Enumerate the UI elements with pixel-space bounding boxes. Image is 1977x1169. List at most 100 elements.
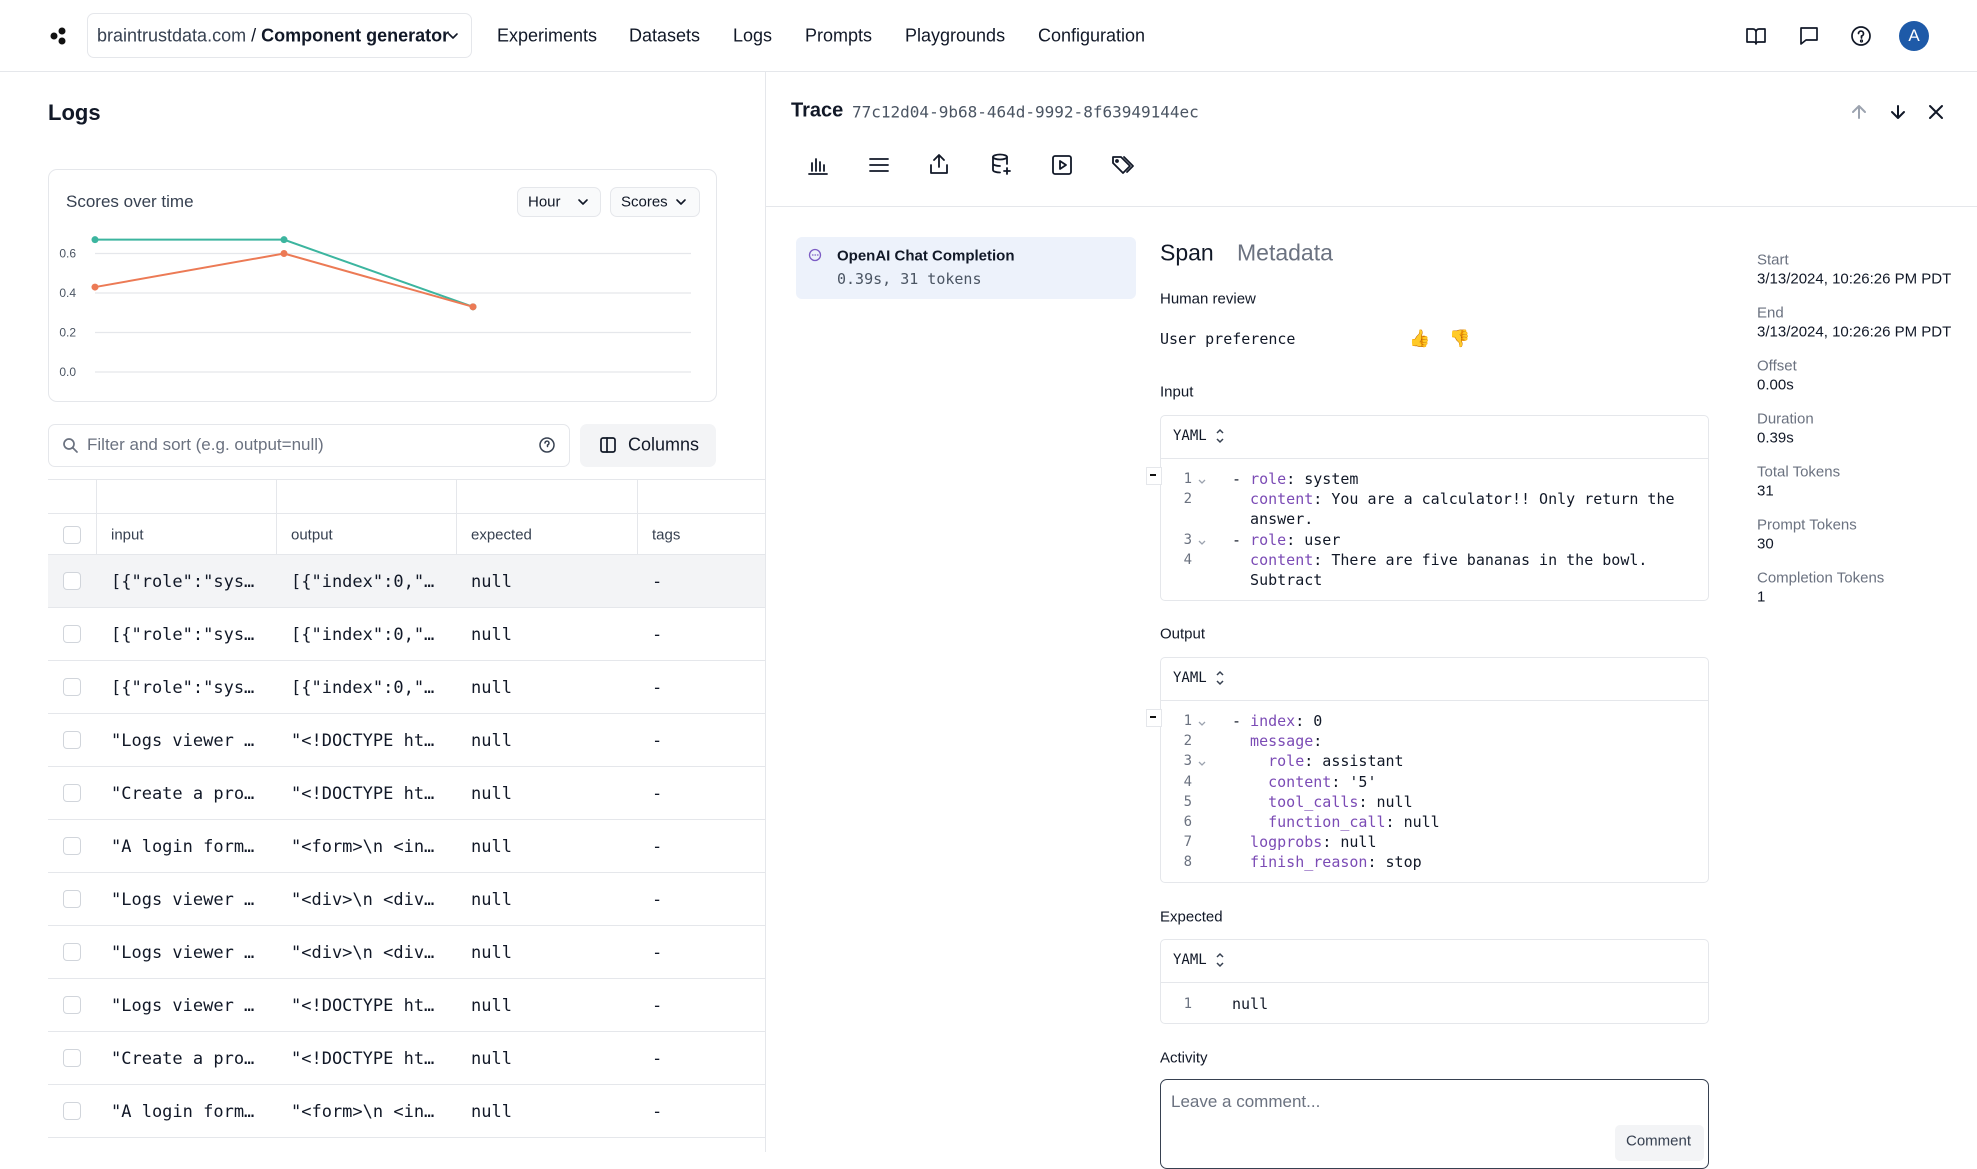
point (469, 303, 477, 311)
columns-button[interactable] (580, 424, 716, 467)
close-button[interactable] (1926, 102, 1946, 122)
code-divider (1160, 458, 1709, 459)
metric-select[interactable] (610, 187, 700, 217)
table-cell: - (652, 784, 663, 804)
line-number: 5 (1183, 793, 1192, 810)
help-icon[interactable] (1850, 25, 1872, 47)
collapse-button[interactable] (1146, 709, 1162, 727)
interval-select[interactable] (517, 187, 601, 217)
checkbox[interactable] (63, 1049, 81, 1067)
y-tick-label: 0.0 (59, 365, 76, 379)
code-value: : stop (1367, 853, 1422, 872)
nav-item[interactable]: Experiments (497, 25, 598, 46)
divider (765, 72, 766, 1152)
column-header: tags (652, 526, 681, 544)
checkbox[interactable] (63, 678, 81, 696)
section-title: Input (1160, 383, 1194, 401)
chart-tool[interactable] (807, 154, 829, 176)
checkbox[interactable] (63, 526, 81, 544)
code-value: : user (1286, 530, 1341, 549)
next-button[interactable] (1888, 102, 1908, 122)
meta-value: 0.00s (1757, 376, 1794, 394)
checkbox[interactable] (63, 890, 81, 908)
span-tab[interactable]: Span (1160, 239, 1214, 266)
chat-icon[interactable] (1798, 25, 1820, 47)
point (280, 236, 288, 244)
table-row[interactable] (48, 661, 765, 714)
format-arrows[interactable] (1214, 669, 1226, 692)
code-key: content (1232, 772, 1332, 791)
format-select[interactable]: YAML (1173, 952, 1207, 968)
meta-label: Duration (1757, 410, 1814, 428)
section-title: Output (1160, 625, 1206, 643)
thumbs-up[interactable]: 👍 (1409, 329, 1431, 348)
nav-item[interactable]: Playgrounds (905, 25, 1006, 46)
nav-item[interactable]: Datasets (629, 25, 701, 46)
share-tool[interactable] (928, 153, 950, 175)
table-cell: "Logs viewer … (111, 731, 255, 751)
filter-input[interactable] (48, 424, 570, 467)
code-value: answer. (1232, 510, 1314, 529)
code-value: : 0 (1295, 712, 1323, 730)
format-select[interactable]: YAML (1173, 670, 1207, 686)
table-row[interactable] (48, 608, 765, 661)
code-line: tool_calls: null (1232, 793, 1413, 811)
table-row[interactable] (48, 926, 765, 979)
meta-label: Completion Tokens (1757, 569, 1885, 587)
table-cell: - (652, 572, 663, 592)
checkbox[interactable] (63, 837, 81, 855)
nav-item[interactable]: Configuration (1038, 25, 1146, 46)
table-cell: "<div>\n <div… (291, 890, 435, 910)
table-row[interactable] (48, 555, 765, 608)
metadata-tab[interactable]: Metadata (1237, 239, 1333, 266)
format-select[interactable]: YAML (1173, 428, 1207, 444)
table-cell: null (471, 625, 512, 645)
table-cell: [{"role":"sys… (111, 572, 255, 592)
format-arrows[interactable] (1214, 951, 1226, 974)
docs-icon[interactable] (1745, 25, 1767, 47)
code-value: : '5' (1331, 772, 1377, 791)
thumbs-down[interactable]: 👎 (1449, 329, 1471, 348)
point (91, 236, 99, 244)
table-cell: "<!DOCTYPE ht… (291, 996, 435, 1016)
checkbox[interactable] (63, 784, 81, 802)
avatar[interactable]: A (1899, 21, 1929, 51)
table-row[interactable] (48, 1032, 765, 1085)
tag-tool[interactable] (1111, 154, 1135, 176)
checkbox[interactable] (63, 572, 81, 590)
project-switcher[interactable] (87, 13, 472, 58)
table-cell: - (652, 625, 663, 645)
table-row[interactable] (48, 979, 765, 1032)
code-line: content: There are five bananas in the b… (1232, 551, 1647, 569)
table-row[interactable] (48, 873, 765, 926)
help-icon[interactable] (538, 436, 556, 454)
list-tool[interactable] (868, 154, 890, 176)
play-tool[interactable] (1051, 154, 1073, 176)
column-separator (276, 479, 277, 555)
nav-item[interactable]: Prompts (805, 25, 873, 46)
prev-button[interactable] (1849, 102, 1869, 122)
code-key: function_call (1232, 813, 1386, 831)
checkbox[interactable] (63, 731, 81, 749)
table-row[interactable] (48, 1085, 765, 1138)
column-header: input (111, 526, 144, 544)
format-arrows[interactable] (1214, 427, 1226, 450)
table-cell: "<form>\n <in… (291, 1102, 435, 1122)
checkbox[interactable] (63, 625, 81, 643)
checkbox[interactable] (63, 996, 81, 1014)
table-row[interactable] (48, 714, 765, 767)
chart-card (48, 169, 717, 402)
code-key: tool_calls (1232, 792, 1359, 811)
table-cell: - (652, 943, 663, 963)
dataset-tool[interactable] (990, 153, 1012, 175)
table-row[interactable] (48, 820, 765, 873)
checkbox[interactable] (63, 943, 81, 961)
checkbox[interactable] (63, 1102, 81, 1120)
collapse-button[interactable] (1146, 467, 1162, 485)
table-cell: "<div>\n <div… (291, 943, 435, 963)
metric-label: Scores (621, 193, 668, 211)
span-item[interactable] (796, 237, 1136, 299)
nav-item[interactable]: Logs (733, 25, 773, 46)
table-row[interactable] (48, 767, 765, 820)
code-line: logprobs: null (1232, 833, 1376, 851)
